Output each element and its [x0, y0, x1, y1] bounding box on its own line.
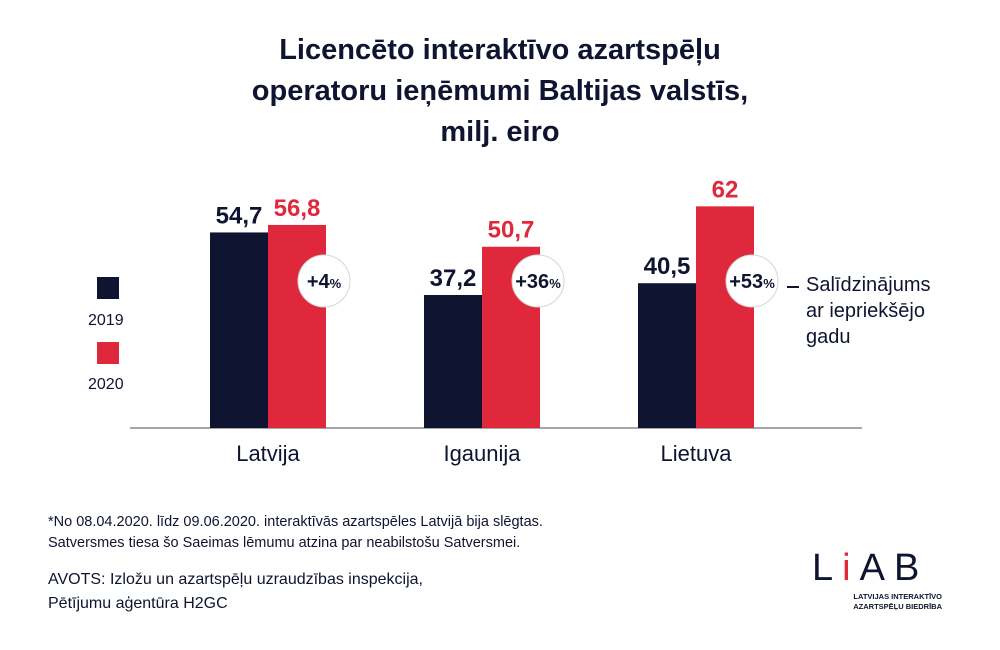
change-value-latvija: +4	[307, 271, 331, 293]
change-label-lietuva: +53%	[729, 271, 775, 293]
change-value-igaunija: +36	[515, 271, 549, 293]
source-note: AVOTS: Izložu un azartspēļu uzraudzības …	[48, 568, 423, 616]
liab-logo: LiAB LATVIJAS INTERAKTĪVO AZARTSPĒĻU BIE…	[812, 548, 942, 612]
value-label-2020-latvija: 56,8	[274, 195, 321, 222]
legend-label-2020: 2020	[88, 376, 124, 393]
footnote-line-2: Satversmes tiesa šo Saeimas lēmumu atzin…	[48, 535, 521, 551]
comparison-dash	[787, 286, 799, 288]
comparison-line-3: gadu	[806, 326, 851, 348]
legend-label-2019: 2019	[88, 312, 124, 329]
title-line-3: milj. eiro	[440, 116, 560, 148]
change-percent-sign-igaunija: %	[549, 276, 561, 291]
source-line-2: Pētījumu aģentūra H2GC	[48, 595, 228, 612]
logo-subtitle: LATVIJAS INTERAKTĪVO AZARTSPĒĻU BIEDRĪBA	[812, 592, 942, 612]
value-label-2020-lietuva: 62	[712, 176, 739, 203]
change-percent-sign-lietuva: %	[763, 276, 775, 291]
title-line-1: Licencēto interaktīvo azartspēļu	[279, 34, 721, 66]
logo-sub-line-1: LATVIJAS INTERAKTĪVO	[853, 592, 942, 601]
value-label-2020-igaunija: 50,7	[488, 217, 535, 244]
logo-wordmark: LiAB	[812, 548, 942, 588]
source-line-1: AVOTS: Izložu un azartspēļu uzraudzības …	[48, 571, 423, 588]
logo-letter-l: L	[812, 547, 843, 589]
change-percent-sign-latvija: %	[330, 276, 342, 291]
value-label-2019-lietuva: 40,5	[644, 253, 691, 280]
comparison-line-2: ar iepriekšējo	[806, 300, 925, 322]
bar-2019-igaunija	[424, 295, 482, 428]
chart-title: Licencēto interaktīvo azartspēļu operato…	[150, 30, 850, 153]
logo-letter-i: i	[842, 547, 860, 589]
legend-swatch-2020	[97, 342, 119, 364]
change-label-latvija: +4%	[307, 271, 342, 293]
legend-swatch-2019	[97, 277, 119, 299]
change-label-igaunija: +36%	[515, 271, 561, 293]
change-badge-lietuva	[725, 254, 779, 308]
footnote-line-1: *No 08.04.2020. līdz 09.06.2020. interak…	[48, 514, 543, 530]
title-line-2: operatoru ieņēmumi Baltijas valstīs,	[251, 75, 749, 107]
category-label-latvija: Latvija	[236, 441, 300, 466]
footnote: *No 08.04.2020. līdz 09.06.2020. interak…	[48, 512, 543, 554]
comparison-line-1: Salīdzinājums	[806, 274, 931, 296]
change-value-lietuva: +53	[729, 271, 763, 293]
category-label-lietuva: Lietuva	[661, 441, 733, 466]
logo-sub-line-2: AZARTSPĒĻU BIEDRĪBA	[853, 602, 942, 611]
change-badge-latvija	[297, 254, 351, 308]
value-label-2019-latvija: 54,7	[216, 202, 263, 229]
logo-letters-ab: AB	[859, 547, 929, 589]
value-label-2019-igaunija: 37,2	[430, 265, 477, 292]
bar-2019-latvija	[210, 232, 268, 428]
bar-2019-lietuva	[638, 283, 696, 428]
comparison-note: Salīdzinājums ar iepriekšējo gadu	[806, 272, 931, 350]
bar-2020-lietuva	[696, 206, 754, 428]
category-label-igaunija: Igaunija	[443, 441, 521, 466]
change-badge-igaunija	[511, 254, 565, 308]
